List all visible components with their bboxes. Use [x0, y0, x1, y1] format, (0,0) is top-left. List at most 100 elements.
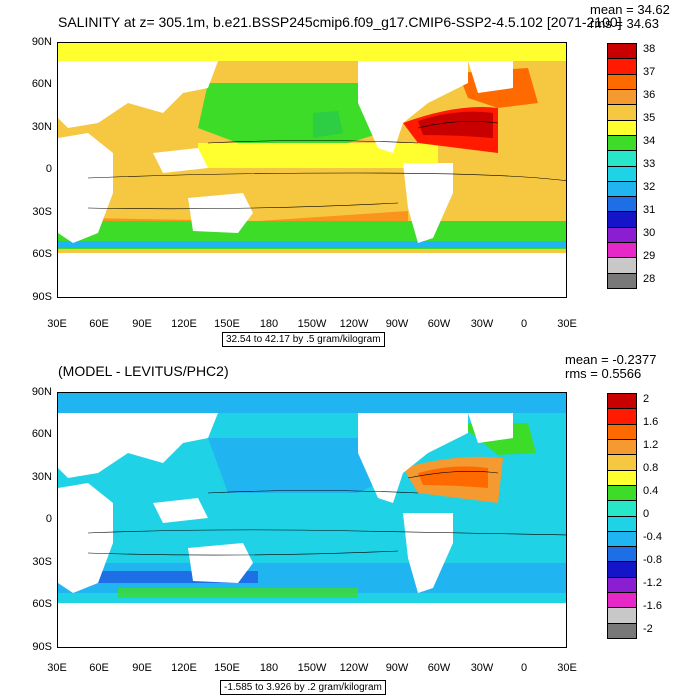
colorbar-label: 2 — [643, 393, 650, 405]
y-tick-label: 0 — [45, 163, 52, 175]
x-tick-label: 120E — [171, 662, 197, 674]
colorbar-box — [607, 242, 637, 259]
map-plot — [57, 42, 567, 298]
colorbar-box — [607, 88, 637, 106]
x-tick-label: 0 — [520, 318, 528, 330]
arctic-band — [58, 393, 566, 413]
colorbar-box — [607, 408, 637, 425]
colorbar-box — [607, 211, 637, 228]
colorbar-box — [607, 180, 637, 198]
y-tick-label: 30N — [31, 121, 52, 133]
y-tick-label: 60N — [31, 78, 52, 90]
colorbar-box — [607, 622, 637, 639]
north-america-land — [358, 413, 468, 503]
map-plot — [57, 392, 567, 648]
colorbar-label: 0.8 — [643, 462, 659, 474]
y-tick-label: 30S — [32, 556, 52, 568]
colorbar-label: -2 — [643, 623, 653, 635]
x-tick-label: 30W — [470, 318, 494, 330]
south-america-land — [403, 513, 453, 593]
stat-mean: mean = 34.62 — [590, 2, 670, 17]
africa-land — [58, 133, 113, 243]
x-tick-label: 30E — [47, 662, 67, 674]
colorbar-box — [607, 73, 637, 90]
southern-ocean-cyan — [58, 241, 566, 248]
colorbar-label: 0 — [643, 508, 650, 520]
south-america-land — [403, 163, 453, 243]
x-tick-label: 120W — [339, 318, 369, 330]
x-tick-label: 30W — [470, 662, 494, 674]
greenland-land — [468, 413, 513, 443]
arctic-band — [58, 43, 566, 61]
antarctic-land — [58, 253, 566, 297]
y-tick-label: 90N — [31, 386, 52, 398]
x-tick-label: 150E — [214, 318, 240, 330]
colorbar-label: -1.2 — [643, 577, 662, 589]
contour-line — [87, 529, 566, 536]
colorbar-box — [607, 484, 637, 502]
y-tick-label: 60S — [32, 598, 52, 610]
contour-line — [87, 172, 566, 182]
australia-land — [188, 193, 253, 233]
contour-line — [87, 202, 399, 210]
x-tick-label: 150E — [214, 662, 240, 674]
y-tick-label: 30N — [31, 471, 52, 483]
x-tick-label: 30E — [557, 662, 577, 674]
colorbar-box — [607, 546, 637, 563]
colorbar-label: 33 — [643, 158, 656, 170]
y-tick-label: 0 — [45, 513, 52, 525]
colorbar-label: 1.6 — [643, 416, 659, 428]
colorbar-box — [607, 257, 637, 274]
colorbar-box — [607, 196, 637, 213]
colorbar-label: 37 — [643, 66, 656, 78]
x-tick-label: 180 — [259, 662, 279, 674]
y-tick-label: 90N — [31, 36, 52, 48]
north-pacific-low — [313, 111, 343, 138]
north-atlantic-core — [418, 466, 488, 488]
salinity-map — [58, 43, 566, 297]
x-tick-label: 30E — [47, 318, 67, 330]
x-tick-label: 180 — [259, 318, 279, 330]
eurasia-land — [58, 413, 218, 478]
colorbar-label: 34 — [643, 135, 656, 147]
contour-line — [207, 140, 419, 144]
eurasia-land — [58, 61, 218, 128]
difference-map — [58, 393, 566, 647]
contour-info-label: 32.54 to 42.17 by .5 gram/kilogram — [222, 332, 385, 347]
colorbar-box — [607, 607, 637, 624]
y-tick-label: 90S — [32, 641, 52, 653]
greenland-land — [468, 61, 513, 93]
x-tick-label: 90E — [132, 318, 152, 330]
colorbar-box — [607, 393, 637, 410]
colorbar-box — [607, 150, 637, 167]
colorbar: 38 37 36 35 34 33 32 31 30 29 28 — [607, 43, 655, 289]
colorbar-box — [607, 530, 637, 548]
north-america-land — [358, 61, 468, 153]
colorbar-box — [607, 104, 637, 121]
colorbar-box — [607, 226, 637, 244]
x-tick-label: 0 — [520, 662, 528, 674]
colorbar-label: -1.6 — [643, 600, 662, 612]
x-tick-label: 150W — [297, 318, 327, 330]
y-tick-label: 30S — [32, 206, 52, 218]
contour-line — [407, 471, 499, 479]
colorbar-box — [607, 576, 637, 594]
contour-line — [87, 550, 399, 556]
colorbar-label: 29 — [643, 250, 656, 262]
maritime-continent — [153, 148, 208, 173]
y-tick-label: 60N — [31, 428, 52, 440]
colorbar-box — [607, 165, 637, 182]
colorbar-box — [607, 592, 637, 609]
colorbar-box — [607, 272, 637, 289]
colorbar-box — [607, 469, 637, 486]
x-tick-label: 90W — [385, 318, 409, 330]
colorbar-label: 38 — [643, 43, 656, 55]
y-tick-label: 90S — [32, 291, 52, 303]
colorbar-box — [607, 58, 637, 75]
maritime-continent — [153, 498, 208, 523]
stat-rms: rms = 34.63 — [590, 16, 660, 31]
colorbar-box — [607, 561, 637, 578]
colorbar-label: 28 — [643, 273, 656, 285]
salinity-panel: SALINITY at z= 305.1m, b.e21.BSSP245cmip… — [31, 2, 670, 347]
equatorial-pacific-band — [198, 143, 438, 168]
